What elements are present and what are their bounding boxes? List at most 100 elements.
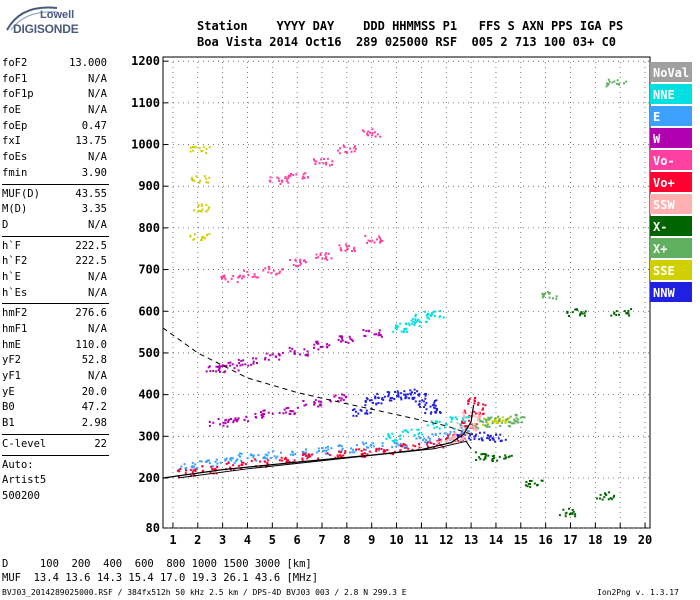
data-point — [299, 260, 301, 263]
data-point — [438, 439, 441, 442]
data-point — [465, 425, 468, 427]
data-point — [340, 449, 343, 452]
data-point — [486, 434, 489, 437]
data-point — [196, 467, 199, 469]
data-point — [476, 426, 479, 429]
data-point — [267, 459, 270, 462]
data-point — [613, 80, 616, 83]
data-point — [353, 146, 356, 149]
data-point — [519, 416, 522, 419]
param-label: foF1 — [2, 72, 28, 85]
data-point — [364, 412, 367, 415]
data-point — [481, 438, 483, 441]
param-row: M(D) 3.35 — [2, 202, 109, 218]
data-point — [201, 149, 204, 152]
data-point — [375, 333, 378, 336]
data-point — [436, 407, 439, 410]
data-point — [339, 247, 342, 250]
data-point — [361, 129, 364, 132]
data-point — [241, 277, 243, 280]
param-label: hmE — [2, 338, 21, 351]
data-point — [306, 350, 309, 353]
muf-row: MUF 13.4 13.6 14.3 15.4 17.0 19.3 26.1 4… — [2, 572, 319, 584]
data-point — [435, 399, 438, 402]
data-point — [387, 433, 390, 435]
data-point — [618, 83, 620, 85]
data-point — [583, 312, 586, 315]
data-point — [266, 457, 269, 460]
param-value: 20.0 — [81, 385, 107, 398]
data-point — [397, 392, 400, 395]
data-point — [330, 447, 333, 450]
data-point — [607, 498, 610, 501]
data-point — [453, 435, 455, 438]
data-point — [474, 422, 477, 425]
data-point — [478, 411, 481, 414]
data-point — [370, 399, 373, 402]
data-point — [208, 462, 211, 465]
data-point — [304, 172, 307, 175]
x-tick-label: 20 — [638, 533, 652, 547]
data-point — [191, 461, 194, 464]
data-point — [293, 413, 296, 416]
version-label: Ion2Png v. 1.3.17 — [597, 588, 679, 597]
data-point — [264, 356, 267, 359]
data-point — [500, 421, 503, 424]
data-point — [207, 208, 210, 211]
data-point — [456, 422, 459, 425]
scaled-parameters-panel: foF2 13.000 foF1 N/A foF1p N/A foE N/A foEp 0.47 f… — [2, 56, 109, 505]
data-point — [290, 173, 292, 175]
data-point — [338, 444, 341, 446]
data-point — [387, 395, 390, 398]
data-point — [264, 457, 267, 460]
data-point — [318, 400, 320, 403]
data-point — [402, 443, 405, 445]
data-point — [342, 144, 345, 147]
data-point — [351, 340, 354, 343]
data-point — [201, 208, 204, 211]
data-point — [303, 348, 306, 351]
data-point — [356, 444, 358, 447]
data-point — [405, 445, 408, 447]
data-point — [474, 451, 477, 454]
data-point — [305, 448, 307, 451]
data-point — [385, 437, 388, 440]
data-point — [460, 426, 463, 429]
data-point — [230, 277, 233, 280]
data-point — [240, 359, 243, 362]
data-point — [294, 453, 297, 456]
data-point — [375, 448, 378, 451]
data-point — [405, 446, 408, 449]
data-point — [469, 434, 471, 437]
data-point — [340, 445, 343, 447]
data-point — [255, 459, 258, 462]
data-point — [289, 350, 292, 353]
data-point — [515, 414, 518, 417]
param-row: Auto: — [2, 458, 109, 474]
data-point — [247, 364, 250, 367]
data-point — [495, 417, 498, 420]
data-point — [343, 452, 346, 455]
data-point — [189, 146, 192, 149]
data-point — [382, 450, 385, 453]
data-point — [456, 434, 459, 437]
data-point — [367, 239, 370, 242]
data-point — [330, 257, 333, 260]
data-point — [365, 397, 368, 400]
data-point — [475, 459, 478, 461]
data-point — [313, 346, 315, 349]
data-point — [576, 308, 579, 311]
data-point — [320, 400, 322, 403]
data-point — [580, 310, 583, 313]
data-point — [229, 364, 232, 367]
data-point — [599, 497, 601, 500]
data-point — [368, 329, 371, 332]
data-point — [474, 397, 477, 400]
param-value: N/A — [88, 270, 107, 283]
data-point — [429, 441, 432, 444]
data-point — [315, 160, 318, 163]
data-point — [478, 456, 481, 459]
data-point — [265, 352, 268, 355]
data-point — [302, 173, 305, 176]
legend-swatch — [650, 194, 692, 214]
